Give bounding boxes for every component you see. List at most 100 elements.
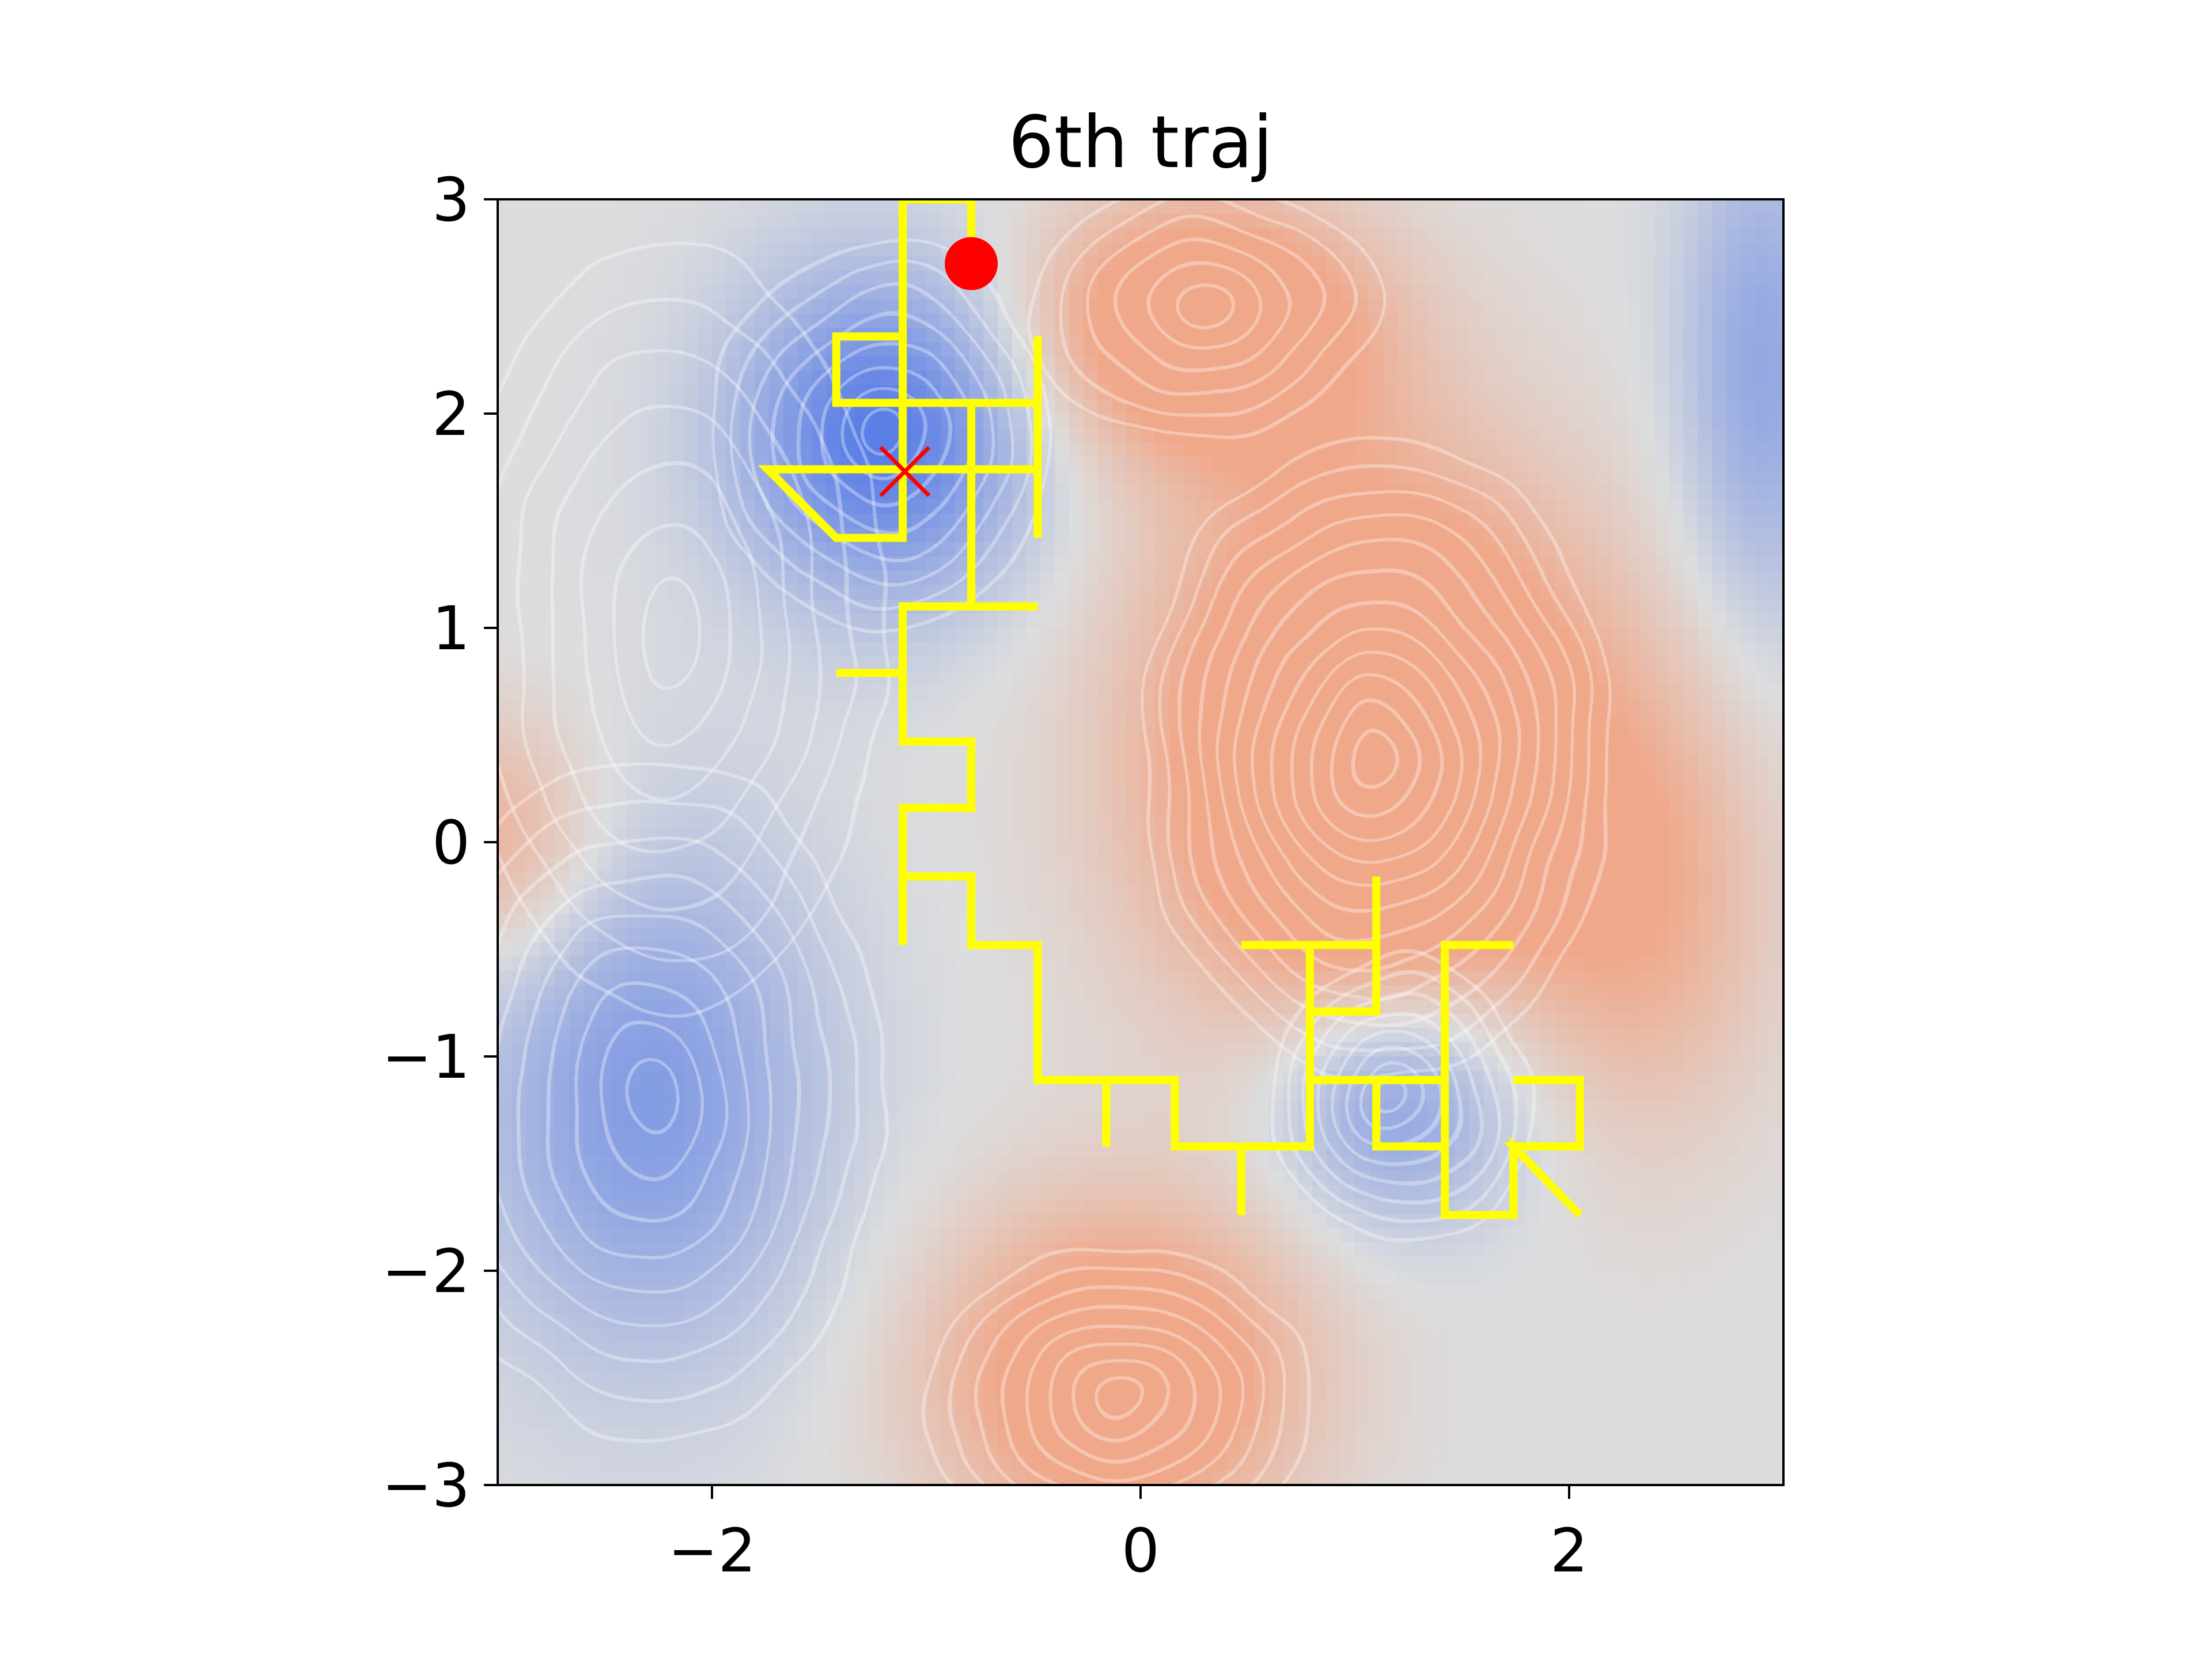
- heatmap-cell: [597, 1099, 613, 1114]
- heatmap-cell: [1212, 1056, 1227, 1071]
- heatmap-cell: [983, 785, 998, 800]
- heatmap-cell: [1012, 285, 1027, 300]
- heatmap-cell: [755, 1313, 770, 1328]
- heatmap-cell: [626, 399, 641, 414]
- heatmap-cell: [1226, 1070, 1241, 1086]
- heatmap-cell: [912, 1070, 927, 1086]
- heatmap-cell: [1026, 1128, 1041, 1143]
- heatmap-cell: [1240, 756, 1256, 771]
- heatmap-cell: [783, 1427, 798, 1443]
- heatmap-cell: [755, 1471, 770, 1485]
- heatmap-cell: [983, 756, 998, 771]
- heatmap-cell: [526, 599, 541, 614]
- heatmap-cell: [583, 1414, 599, 1429]
- heatmap-cell: [555, 656, 570, 672]
- heatmap-cell: [1040, 856, 1055, 872]
- heatmap-cell: [626, 1185, 641, 1200]
- heatmap-cell: [740, 199, 756, 214]
- heatmap-cell: [512, 1199, 527, 1214]
- heatmap-cell: [526, 256, 541, 271]
- heatmap-cell: [1126, 1142, 1141, 1157]
- heatmap-cell: [912, 1028, 927, 1043]
- heatmap-cell: [1198, 1313, 1213, 1328]
- heatmap-cell: [940, 899, 956, 914]
- heatmap-cell: [641, 1356, 656, 1372]
- heatmap-cell: [654, 313, 670, 328]
- heatmap-cell: [712, 256, 727, 271]
- heatmap-cell: [569, 370, 584, 386]
- heatmap-cell: [1040, 628, 1055, 643]
- heatmap-cell: [955, 613, 970, 628]
- heatmap-cell: [1040, 842, 1055, 857]
- heatmap-cell: [569, 1456, 584, 1471]
- heatmap-cell: [1040, 1456, 1055, 1471]
- heatmap-cell: [1112, 671, 1127, 685]
- heatmap-cell: [1040, 699, 1055, 714]
- heatmap-cell: [641, 356, 656, 372]
- heatmap-cell: [498, 1342, 513, 1357]
- heatmap-cell: [555, 256, 570, 271]
- heatmap-cell: [769, 199, 784, 214]
- heatmap-cell: [1183, 528, 1198, 543]
- heatmap-cell: [597, 456, 613, 471]
- heatmap-cell: [869, 299, 884, 315]
- heatmap-cell: [540, 1171, 555, 1185]
- heatmap-cell: [1183, 1070, 1198, 1086]
- heatmap-cell: [983, 656, 998, 672]
- heatmap-cell: [1226, 1099, 1241, 1114]
- heatmap-cell: [654, 1085, 670, 1100]
- heatmap-cell: [1183, 1328, 1198, 1343]
- heatmap-cell: [512, 613, 527, 628]
- heatmap-cell: [740, 771, 756, 786]
- heatmap-cell: [1012, 1028, 1027, 1043]
- heatmap-cell: [912, 628, 927, 643]
- heatmap-cell: [1012, 613, 1027, 628]
- heatmap-cell: [740, 899, 756, 914]
- heatmap-cell: [669, 742, 684, 757]
- heatmap-cell: [1012, 742, 1027, 757]
- heatmap-cell: [1055, 914, 1070, 929]
- heatmap-cell: [955, 628, 970, 643]
- heatmap-cell: [712, 1271, 727, 1286]
- heatmap-cell: [897, 1171, 912, 1185]
- heatmap-cell: [955, 1370, 970, 1386]
- heatmap-cell: [626, 685, 641, 700]
- heatmap-cell: [1169, 1171, 1184, 1185]
- heatmap-cell: [1083, 1099, 1099, 1114]
- heatmap-cell: [1198, 285, 1213, 300]
- heatmap-cell: [1069, 1013, 1084, 1029]
- heatmap-cell: [641, 1185, 656, 1200]
- heatmap-cell: [526, 713, 541, 729]
- heatmap-cell: [1283, 427, 1298, 443]
- heatmap-cell: [626, 228, 641, 243]
- heatmap-cell: [1154, 956, 1170, 971]
- heatmap-cell: [1154, 342, 1170, 357]
- heatmap-cell: [726, 556, 741, 571]
- heatmap-cell: [1083, 971, 1099, 986]
- heatmap-cell: [654, 1370, 670, 1386]
- heatmap-cell: [740, 427, 756, 443]
- heatmap-cell: [1026, 199, 1041, 214]
- heatmap-cell: [812, 199, 827, 214]
- heatmap-cell: [1083, 599, 1099, 614]
- heatmap-cell: [998, 771, 1013, 786]
- heatmap-cell: [512, 870, 527, 886]
- heatmap-cell: [912, 1399, 927, 1414]
- heatmap-cell: [654, 856, 670, 872]
- heatmap-cell: [498, 1142, 513, 1157]
- heatmap-cell: [726, 1042, 741, 1057]
- heatmap-cell: [1226, 870, 1241, 886]
- heatmap-cell: [869, 870, 884, 886]
- heatmap-cell: [1026, 1171, 1041, 1185]
- heatmap-cell: [726, 1342, 741, 1357]
- heatmap-cell: [698, 285, 713, 300]
- heatmap-cell: [783, 1342, 798, 1357]
- heatmap-cell: [583, 242, 599, 257]
- heatmap-cell: [755, 1113, 770, 1128]
- heatmap-cell: [626, 785, 641, 800]
- heatmap-cell: [1097, 414, 1113, 429]
- heatmap-cell: [669, 628, 684, 643]
- heatmap-cell: [897, 556, 912, 571]
- heatmap-cell: [1169, 1299, 1184, 1315]
- heatmap-cell: [641, 370, 656, 386]
